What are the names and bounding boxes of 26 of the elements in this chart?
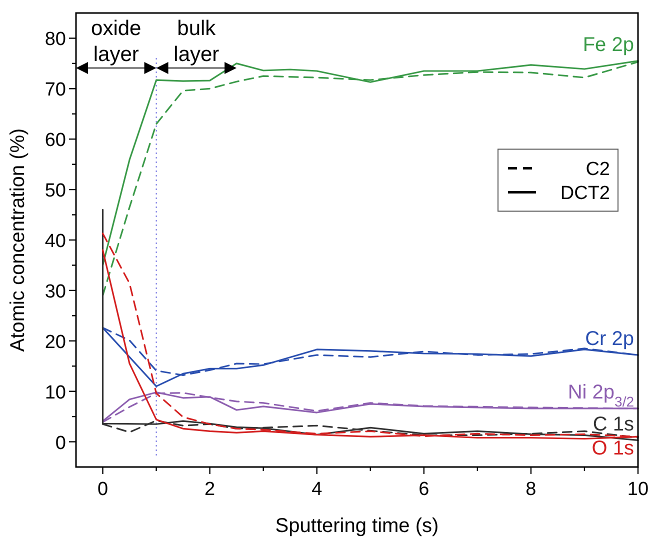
x-tick-label: 6 [418, 479, 430, 500]
y-tick-label: 80 [44, 29, 66, 50]
series-label: Ni 2p$_{3/2}$ [568, 381, 634, 410]
y-tick-label: 40 [44, 231, 66, 252]
x-tick-label: 10 [627, 479, 649, 500]
annotation: C2 [586, 159, 610, 180]
y-tick-label: 50 [44, 180, 66, 202]
y-tick-label: 70 [44, 80, 66, 101]
x-axis-title: Sputtering time (s) [275, 515, 439, 537]
y-axis-title: Atomic concentration (%) [7, 128, 29, 352]
annotation: oxide layer [91, 17, 142, 66]
series-label: Cr 2p [585, 328, 634, 350]
series-label: O 1s [592, 437, 634, 460]
annotation: bulk layer [174, 17, 220, 66]
x-tick-label: 2 [204, 479, 216, 500]
y-tick-label: 30 [44, 281, 66, 302]
series-label: C 1s [592, 413, 634, 436]
annotation: DCT2 [560, 183, 610, 204]
x-tick-label: 4 [312, 479, 323, 500]
y-tick-label: 20 [44, 332, 66, 353]
y-tick-label: 10 [44, 382, 66, 404]
series-label: Fe 2p [582, 34, 634, 56]
x-tick-label: 8 [526, 479, 536, 500]
x-tick-label: 0 [97, 479, 108, 500]
y-tick-label: 0 [55, 432, 66, 454]
y-tick-label: 60 [44, 130, 66, 152]
